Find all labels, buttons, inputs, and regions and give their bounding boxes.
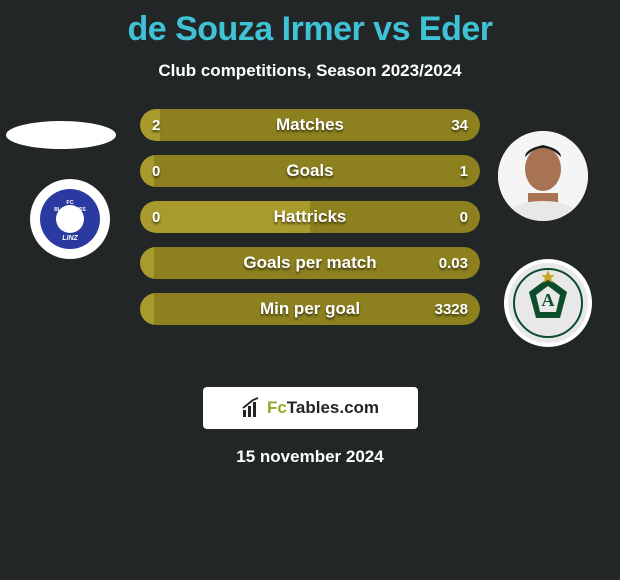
footer-text: FcTables.com	[267, 398, 379, 418]
stat-row: Matches234	[140, 109, 480, 141]
stat-bar-right	[154, 293, 480, 325]
stat-row: Goals01	[140, 155, 480, 187]
bar-chart-icon	[241, 397, 263, 419]
page-subtitle: Club competitions, Season 2023/2024	[0, 61, 620, 81]
stat-bar-left	[140, 109, 160, 141]
stat-bar-left	[140, 293, 154, 325]
stat-row: Min per goal3328	[140, 293, 480, 325]
title-text: de Souza Irmer vs Eder	[127, 10, 492, 48]
footer-prefix: Fc	[267, 398, 287, 417]
player-right-club-logo: A	[504, 259, 592, 347]
stat-bar-right	[160, 109, 480, 141]
stat-row: Goals per match0.03	[140, 247, 480, 279]
footer-suffix: Tables.com	[287, 398, 379, 417]
club-logo-america-icon: A	[507, 262, 589, 344]
svg-text:BLAU WEISS: BLAU WEISS	[54, 207, 86, 213]
stat-row: Hattricks00	[140, 201, 480, 233]
player-right-avatar	[498, 131, 588, 221]
generation-date: 15 november 2024	[0, 447, 620, 467]
page-title: de Souza Irmer vs Eder	[0, 0, 620, 49]
club-logo-linz-icon: FC BLAU WEISS LINZ	[35, 184, 105, 254]
stat-bar-right	[154, 155, 480, 187]
footer-brand: FcTables.com	[203, 387, 418, 429]
comparison-bars: Matches234 Goals01 Hattricks00 Goals per ma…	[140, 109, 480, 339]
comparison-area: FC BLAU WEISS LINZ A Matches234 Goals01 Ha…	[0, 109, 620, 369]
player-left-club-logo: FC BLAU WEISS LINZ	[30, 179, 110, 259]
stat-bar-left	[140, 247, 154, 279]
player-left-avatar	[6, 121, 116, 149]
stat-bar-left	[140, 155, 154, 187]
stat-bar-left	[140, 201, 310, 233]
svg-text:FC: FC	[66, 200, 73, 206]
avatar-photo-icon	[498, 131, 588, 221]
svg-text:LINZ: LINZ	[62, 235, 78, 242]
svg-text:A: A	[542, 290, 555, 310]
stat-bar-right	[154, 247, 480, 279]
stat-bar-right	[310, 201, 480, 233]
